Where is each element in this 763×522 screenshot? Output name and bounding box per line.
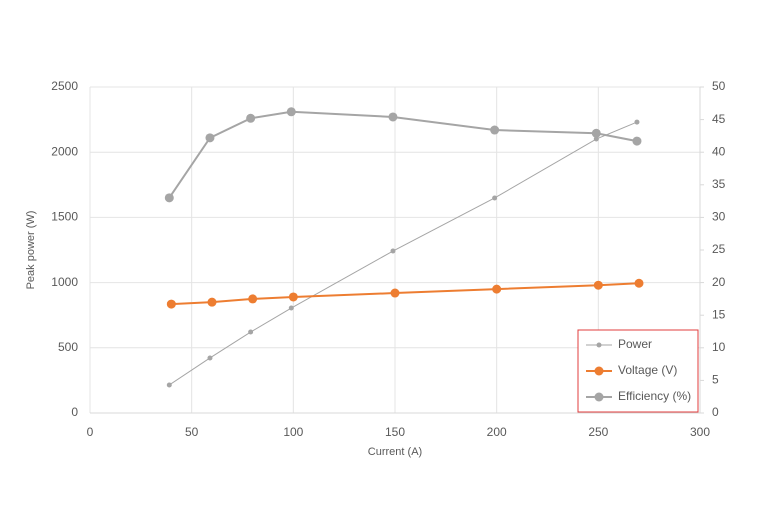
x-tick-label: 150: [385, 425, 405, 439]
marker: [490, 125, 500, 135]
series-line: [171, 282, 640, 306]
legend-marker: [594, 366, 604, 376]
y2-tick-label: 5: [712, 373, 719, 387]
marker: [288, 305, 294, 311]
x-tick-label: 250: [588, 425, 608, 439]
legend-marker: [596, 342, 602, 348]
marker: [390, 288, 400, 298]
y2-tick-label: 20: [712, 275, 726, 289]
y2-tick-label: 0: [712, 405, 719, 419]
y-axis-title: Peak power (W): [25, 211, 37, 290]
x-tick-label: 300: [690, 425, 710, 439]
marker: [390, 248, 396, 254]
y2-tick-label: 45: [712, 112, 726, 126]
marker: [288, 292, 298, 302]
marker: [207, 297, 217, 307]
x-axis-title: Current (A): [368, 446, 422, 458]
legend-label: Efficiency (%): [618, 389, 691, 403]
y2-tick-label: 10: [712, 340, 726, 354]
y2-tick-label: 40: [712, 144, 726, 158]
y-tick-label: 2000: [51, 144, 78, 158]
marker: [205, 133, 215, 143]
marker: [593, 280, 603, 290]
marker: [591, 128, 601, 138]
legend-label: Power: [618, 337, 652, 351]
y-tick-label: 0: [71, 405, 78, 419]
y2-tick-label: 35: [712, 177, 726, 191]
marker: [492, 195, 498, 201]
x-tick-label: 100: [283, 425, 303, 439]
legend-marker: [594, 392, 604, 402]
marker: [164, 193, 174, 203]
marker: [388, 112, 398, 122]
marker: [207, 355, 213, 361]
y2-tick-label: 15: [712, 307, 726, 321]
y2-tick-label: 50: [712, 79, 726, 93]
y2-tick-label: 25: [712, 242, 726, 256]
legend-label: Voltage (V): [618, 363, 677, 377]
marker: [634, 119, 640, 125]
marker: [248, 294, 258, 304]
marker: [593, 136, 599, 142]
marker: [492, 284, 502, 294]
y-tick-label: 1000: [51, 275, 78, 289]
x-tick-label: 50: [185, 425, 199, 439]
marker: [248, 329, 254, 335]
y-tick-label: 2500: [51, 79, 78, 93]
marker: [246, 113, 256, 123]
y2-tick-label: 30: [712, 210, 726, 224]
marker: [166, 382, 172, 388]
series-line: [168, 110, 638, 199]
marker: [634, 278, 644, 288]
x-tick-label: 200: [487, 425, 507, 439]
marker: [286, 107, 296, 117]
series-line: [169, 121, 638, 386]
marker: [632, 136, 642, 146]
marker: [166, 299, 176, 309]
y-tick-label: 500: [58, 340, 78, 354]
y-tick-label: 1500: [51, 210, 78, 224]
x-tick-label: 0: [87, 425, 94, 439]
